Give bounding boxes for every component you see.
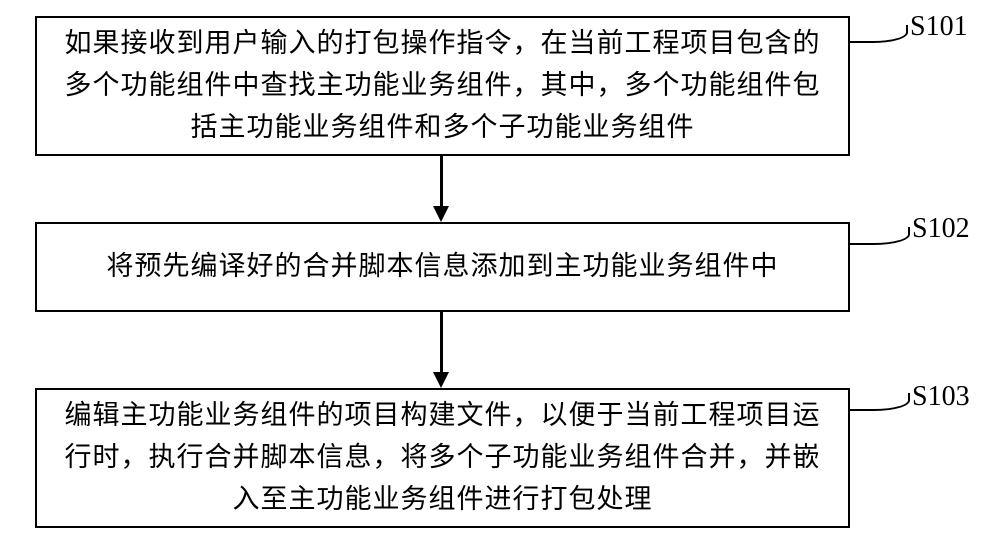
step-box-s101: 如果接收到用户输入的打包操作指令，在当前工程项目包含的多个功能组件中查找主功能业…: [35, 16, 850, 156]
step-label-s103: S103: [912, 381, 970, 413]
arrow-head: [433, 206, 449, 222]
step-text: 将预先编译好的合并脚本信息添加到主功能业务组件中: [107, 246, 779, 288]
step-box-s103: 编辑主功能业务组件的项目构建文件，以便于当前工程项目运行时，执行合并脚本信息，将…: [35, 388, 850, 528]
step-label-s102: S102: [912, 213, 970, 245]
label-connector: [850, 227, 910, 245]
step-box-s102: 将预先编译好的合并脚本信息添加到主功能业务组件中: [35, 222, 850, 312]
label-connector: [850, 393, 910, 411]
arrow-shaft: [440, 156, 443, 206]
arrow-head: [433, 372, 449, 388]
step-text: 编辑主功能业务组件的项目构建文件，以便于当前工程项目运行时，执行合并脚本信息，将…: [57, 395, 828, 521]
arrow-shaft: [440, 312, 443, 372]
label-connector: [850, 25, 908, 43]
flowchart-canvas: 如果接收到用户输入的打包操作指令，在当前工程项目包含的多个功能组件中查找主功能业…: [0, 0, 1000, 549]
step-text: 如果接收到用户输入的打包操作指令，在当前工程项目包含的多个功能组件中查找主功能业…: [57, 23, 828, 149]
step-label-s101: S101: [910, 11, 968, 43]
